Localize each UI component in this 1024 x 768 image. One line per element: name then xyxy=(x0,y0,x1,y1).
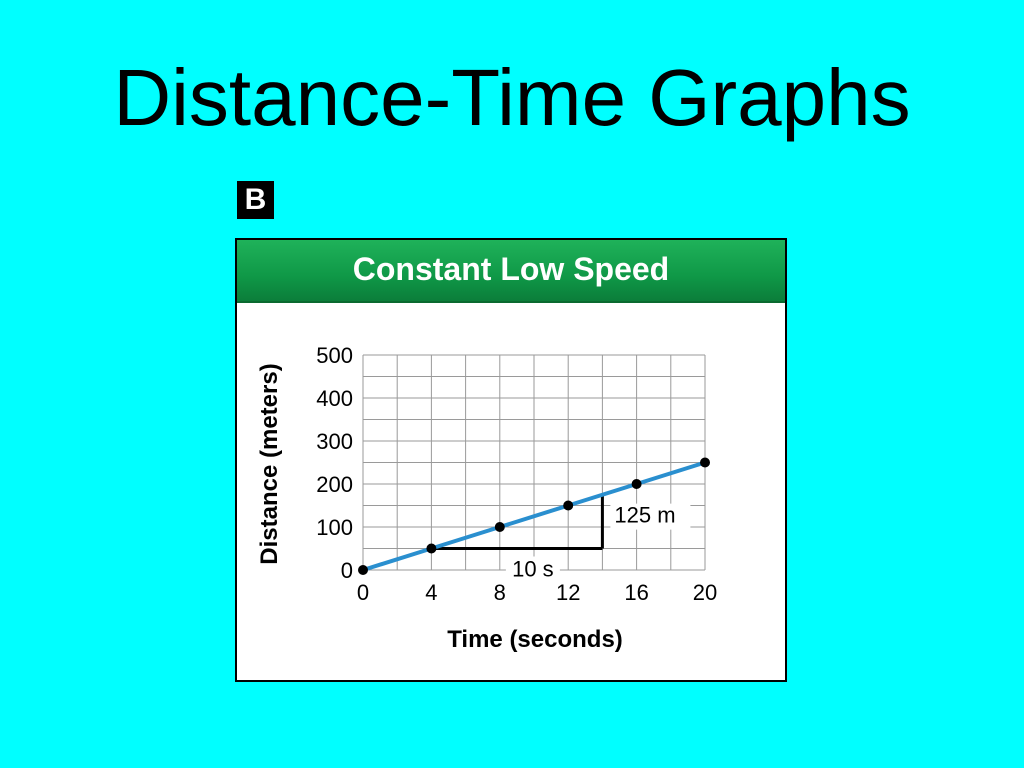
x-tick-label: 0 xyxy=(357,580,369,605)
y-tick-label: 200 xyxy=(316,472,353,497)
series-line xyxy=(362,460,706,572)
x-tick-label: 16 xyxy=(624,580,648,605)
y-tick-label: 0 xyxy=(341,558,353,583)
slope-triangle: 10 s 125 m xyxy=(431,494,691,582)
x-tick-label: 4 xyxy=(425,580,437,605)
rise-label-bg xyxy=(610,503,691,530)
slide-title: Distance-Time Graphs xyxy=(113,53,911,142)
slope-run-label: 10 s xyxy=(512,557,554,582)
data-point xyxy=(358,565,368,575)
chart-card: Constant Low Speed 0 4 8 12 16 20 0 100 200 300 40… xyxy=(235,238,787,682)
y-axis-title: Distance (meters) xyxy=(256,363,283,564)
y-tick-label: 500 xyxy=(316,343,353,368)
y-tick-label: 400 xyxy=(316,386,353,411)
x-tick-label: 20 xyxy=(693,580,717,605)
data-point xyxy=(494,522,505,532)
data-point xyxy=(631,479,642,489)
data-point xyxy=(426,543,437,554)
y-tick-label: 300 xyxy=(316,429,353,454)
run-label-bg xyxy=(505,556,560,581)
y-tick-label: 100 xyxy=(316,515,353,540)
chart-series xyxy=(358,457,710,575)
x-tick-label: 8 xyxy=(494,580,506,605)
figure-label: B xyxy=(237,181,274,219)
data-point xyxy=(563,500,574,511)
data-point xyxy=(700,457,710,468)
x-tick-label: 12 xyxy=(556,580,580,605)
slope-rise-label: 125 m xyxy=(614,503,675,528)
x-axis-title: Time (seconds) xyxy=(447,626,623,653)
chart-title: Constant Low Speed xyxy=(237,240,785,303)
chart-grid xyxy=(362,354,706,571)
